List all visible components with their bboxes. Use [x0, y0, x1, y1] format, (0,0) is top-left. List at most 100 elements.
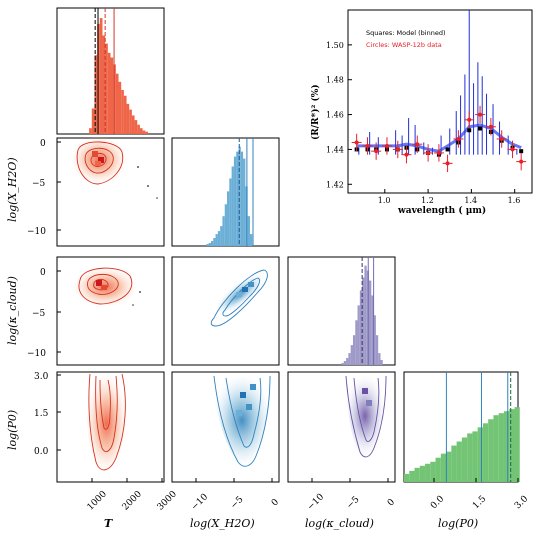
xtick-kcloud-m10: −10	[306, 492, 327, 513]
panel-T-vs-XH2O: 0 −5 −10	[27, 136, 165, 247]
spec-ytick-label-2: 1.46	[326, 111, 344, 120]
hist-T-bar-18	[137, 124, 140, 134]
data-point-1	[365, 143, 370, 148]
spec-xtick-label-3: 1.6	[508, 196, 521, 205]
xtick-T-3000: 3000	[156, 489, 179, 512]
hist-P0-bar-16	[488, 419, 494, 482]
hist-P0-bar-18	[498, 413, 504, 482]
hist-P0-bar-11	[461, 437, 468, 482]
y-ticks-kcloud-row2: 0 −5 −10	[27, 268, 61, 359]
hist-XH2O-bar-6	[220, 226, 223, 246]
ylabel-kcloud: log(κ_cloud)	[6, 276, 19, 345]
hist-kcloud-bar-1	[343, 361, 347, 365]
hist-P0-bar-10	[456, 441, 462, 482]
data-point-13	[488, 124, 493, 129]
hist-XH2O-bar-9	[227, 191, 230, 246]
data-point-5	[404, 152, 409, 157]
y-ticks-XH2O-row1: 0 −5 −10	[27, 139, 61, 237]
spectrum-y-ticks: 1.42 1.44 1.46 1.48 1.50	[326, 41, 352, 189]
hist-XH2O-bar-10	[229, 178, 232, 246]
hist-P0-bars	[404, 407, 520, 482]
hist-kcloud-bar-6	[355, 320, 358, 365]
xlabel-XH2O: log(X_H2O)	[190, 517, 255, 530]
spec-xtick-label-0: 1.0	[378, 196, 391, 205]
xtick-XH2O-0: 0	[270, 497, 281, 508]
hist-kcloud-bar-14	[373, 315, 376, 365]
ytick-XH2O-0: 0	[40, 139, 46, 149]
panel-T-vs-kcloud: 0 −5 −10	[27, 256, 165, 366]
legend-data: Circles: WASP-12b data	[366, 41, 442, 49]
hist-kcloud-bar-7	[357, 305, 360, 365]
y-ticks-P0-row3: 3.0 1.5 0.0	[34, 372, 61, 457]
spec-xtick-label-2: 1.4	[464, 196, 477, 205]
spec-ytick-label-0: 1.42	[326, 180, 344, 189]
hist-XH2O-bar-14	[238, 146, 241, 246]
data-point-4	[395, 147, 400, 152]
ytick-XH2O-m5: −5	[32, 179, 46, 189]
xtick-XH2O-m5: −5	[229, 495, 246, 512]
hist-T-bar-16	[131, 115, 135, 134]
hist-XH2O-bar-15	[240, 151, 244, 246]
hist-P0-bar-13	[472, 431, 478, 482]
panel-hist-kcloud	[287, 256, 396, 366]
hist-XH2O-bar-18	[247, 216, 250, 246]
ytick-kcloud-m5: −5	[32, 309, 46, 319]
data-point-11	[467, 117, 472, 122]
hist-P0-bar-15	[482, 423, 489, 482]
hist-kcloud-bar-13	[371, 295, 374, 365]
hist-P0-bar-17	[493, 415, 499, 482]
wasp12b-data-points	[351, 105, 527, 173]
hist-P0-bar-14	[477, 427, 483, 482]
data-point-8	[436, 150, 441, 155]
panel-T-vs-P0: 3.0 1.5 0.0 1000 2000 3000	[34, 371, 179, 513]
hist-XH2O-lines	[238, 138, 254, 246]
hist-T-bar-13	[123, 95, 127, 134]
x-ticks-kcloud: −10 −5 0	[306, 478, 397, 513]
spectrum-x-ticks: 1.0 1.2 1.4 1.6	[378, 189, 521, 205]
hist-P0-bar-5	[430, 461, 436, 482]
hist-T-bar-14	[126, 103, 130, 134]
hist-kcloud-bar-17	[380, 360, 383, 365]
hist-T-bar-2	[94, 55, 98, 134]
hist-XH2O-bar-19	[249, 234, 253, 246]
hist-P0-bar-7	[440, 453, 447, 482]
hist-T-bar-19	[139, 128, 143, 134]
data-point-10	[456, 136, 461, 141]
xtick-T-2000: 2000	[121, 489, 144, 512]
hist-P0-bar-6	[435, 457, 441, 482]
hist-T-bar-4	[99, 18, 103, 134]
data-point-9	[445, 161, 450, 166]
hist-XH2O-bars	[206, 146, 253, 246]
hist-kcloud-bar-15	[375, 335, 379, 365]
ylabel-XH2O: log(X_H2O)	[6, 157, 19, 222]
x-ticks-T: 1000 2000 3000	[86, 478, 179, 513]
legend-model: Squares: Model (binned)	[366, 29, 445, 37]
panel-hist-P0: 0.0 1.5 3.0	[403, 371, 530, 511]
ytick-P0-1p5: 1.5	[34, 409, 49, 419]
xlabel-kcloud: log(κ_cloud)	[305, 517, 374, 530]
model-binned-square-16	[519, 149, 524, 154]
spectrum-inset: 1.42 1.44 1.46 1.48 1.50 1.0 1.2 1.4 1.6 Square…	[310, 9, 533, 216]
hist-T-bar-11	[118, 81, 122, 134]
hist-kcloud-bar-8	[359, 290, 363, 365]
hist-T-lines	[94, 8, 115, 134]
hist-XH2O-bar-4	[215, 234, 218, 246]
hist-T-bar-15	[129, 109, 132, 134]
hist-kcloud-bar-5	[352, 335, 356, 365]
xtick-T-1000: 1000	[86, 489, 109, 512]
x-ticks-XH2O: −10 −5 0	[190, 478, 281, 513]
ytick-XH2O-m10: −10	[27, 227, 46, 237]
xtick-XH2O-m10: −10	[190, 492, 211, 513]
hist-XH2O-bar-7	[222, 216, 225, 246]
hist-P0-bar-2	[414, 467, 420, 482]
hist-XH2O-bar-11	[231, 166, 234, 246]
hist-XH2O-bar-0	[206, 244, 209, 246]
hist-XH2O-bar-2	[210, 241, 214, 246]
hist-T-bar-17	[134, 120, 138, 134]
hist-kcloud-bar-16	[378, 353, 381, 365]
hist-T-bar-12	[121, 89, 124, 134]
spec-ytick-label-1: 1.44	[326, 145, 344, 154]
ylabel-P0: log(P0)	[6, 410, 19, 450]
hist-P0-bar-21	[514, 407, 520, 482]
